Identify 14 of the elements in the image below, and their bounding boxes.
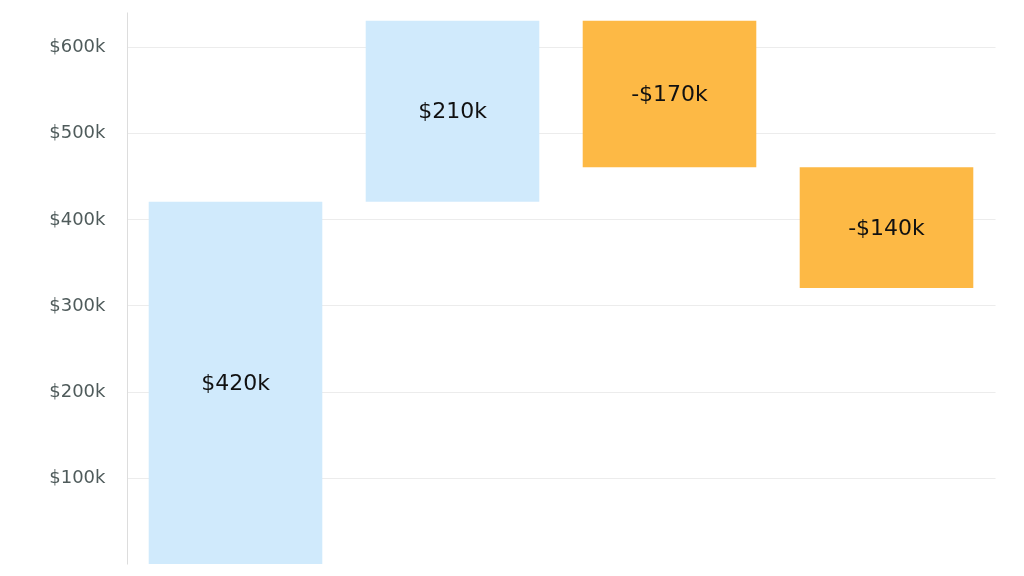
bar <box>148 201 323 564</box>
data-label: $210k <box>418 98 488 124</box>
y-tick-label: $300k <box>49 293 107 315</box>
bar <box>365 20 540 202</box>
bar <box>799 167 974 288</box>
y-tick-label: $400k <box>49 207 107 229</box>
y-tick-label: $500k <box>49 121 107 143</box>
data-label: $420k <box>201 369 271 395</box>
data-label: -$170k <box>631 80 709 106</box>
y-tick-label: $100k <box>49 466 107 488</box>
data-label: -$140k <box>848 214 926 240</box>
y-tick-label: $200k <box>49 380 107 401</box>
y-tick-label: $600k <box>49 35 107 56</box>
bar <box>582 20 757 168</box>
